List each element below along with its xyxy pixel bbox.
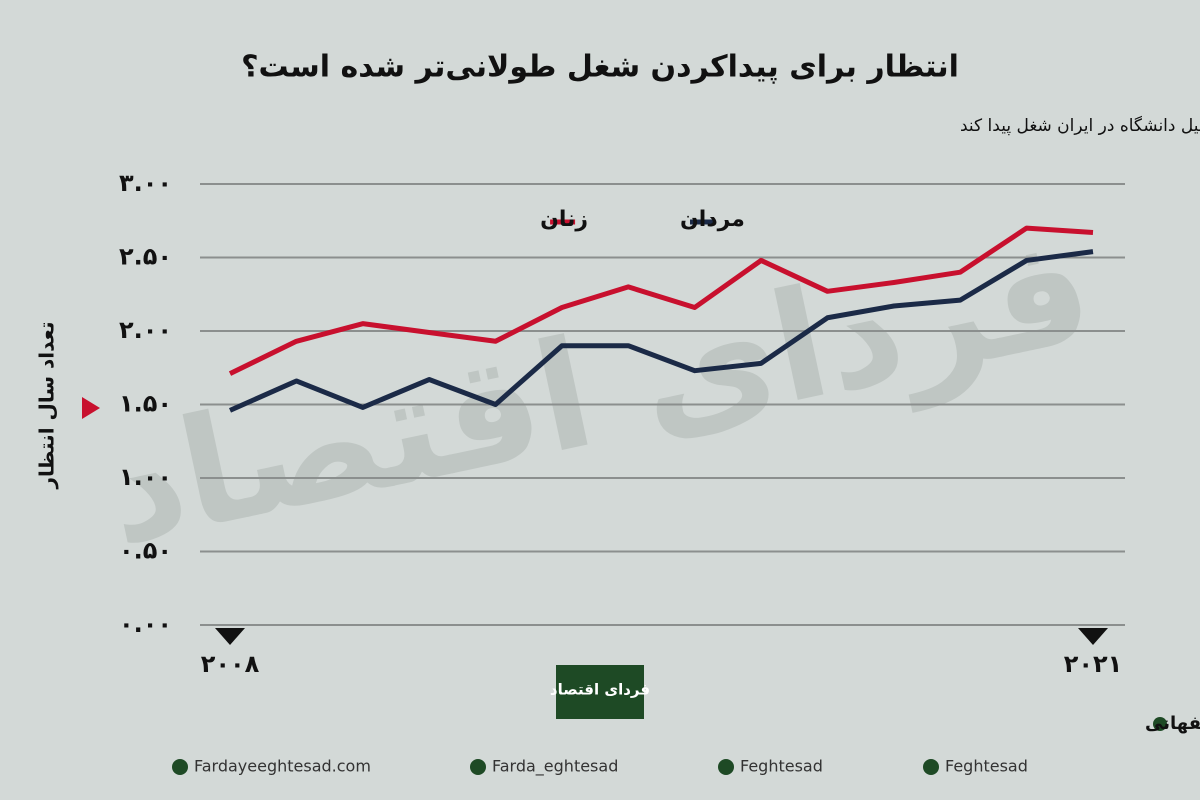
logo-box <box>556 665 644 719</box>
x-tick-mark <box>1078 628 1108 645</box>
y-tick-label: ۰.۵۰ <box>119 537 172 565</box>
link: Fardayeeghtesad.com <box>194 757 371 776</box>
y-tick-label: ۲.۰۰ <box>119 316 172 344</box>
footer: Fardayeeghtesad.com Farda_eghtesad Feghtes… <box>172 757 1028 777</box>
source: منبع: وبلاگ دکتر صالحی اصفهانی <box>1145 712 1200 734</box>
link-icon <box>470 759 486 775</box>
chart-title: انتظار برای پیداکردن شغل طولانی‌تر شده ا… <box>241 50 959 85</box>
y-tick-label: ۱.۰۰ <box>119 463 172 491</box>
link: Feghtesad <box>740 757 823 776</box>
link-icon <box>923 759 939 775</box>
y-axis-label: تعداد سال انتظار <box>35 322 59 490</box>
chart-subtitle: متوسط سال‌هایی که طول می‌کشد یک فارغ‌الت… <box>960 115 1200 136</box>
plot-area: ۰.۰۰ ۰.۵۰ ۱.۰۰ ۱.۵۰ ۲.۰۰ ۲.۵۰ ۳.۰۰ ۲۰۰۸ ۲۰۲۱ مردا… <box>119 169 1125 678</box>
line-series <box>228 225 1094 376</box>
link: Farda_eghtesad <box>492 757 618 777</box>
x-tick-mark <box>215 628 245 645</box>
y-tick-label: ۲.۵۰ <box>119 243 172 271</box>
logo: فردای اقتصاد <box>550 681 650 699</box>
link-icon <box>172 759 188 775</box>
legend-label: مردان <box>680 207 745 232</box>
y-tick-label: ۰.۰۰ <box>119 610 172 638</box>
y-tick-label: ۳.۰۰ <box>119 169 172 197</box>
bullet <box>1153 717 1167 731</box>
link-icon <box>718 759 734 775</box>
link: Feghtesad <box>945 757 1028 776</box>
x-tick-label: ۲۰۰۸ <box>201 650 260 678</box>
decoration <box>82 397 100 419</box>
x-tick-label: ۲۰۲۱ <box>1064 650 1123 678</box>
line-series <box>228 249 1094 413</box>
y-tick-label: ۱.۵۰ <box>119 390 172 418</box>
legend-label: زنان <box>540 207 588 232</box>
